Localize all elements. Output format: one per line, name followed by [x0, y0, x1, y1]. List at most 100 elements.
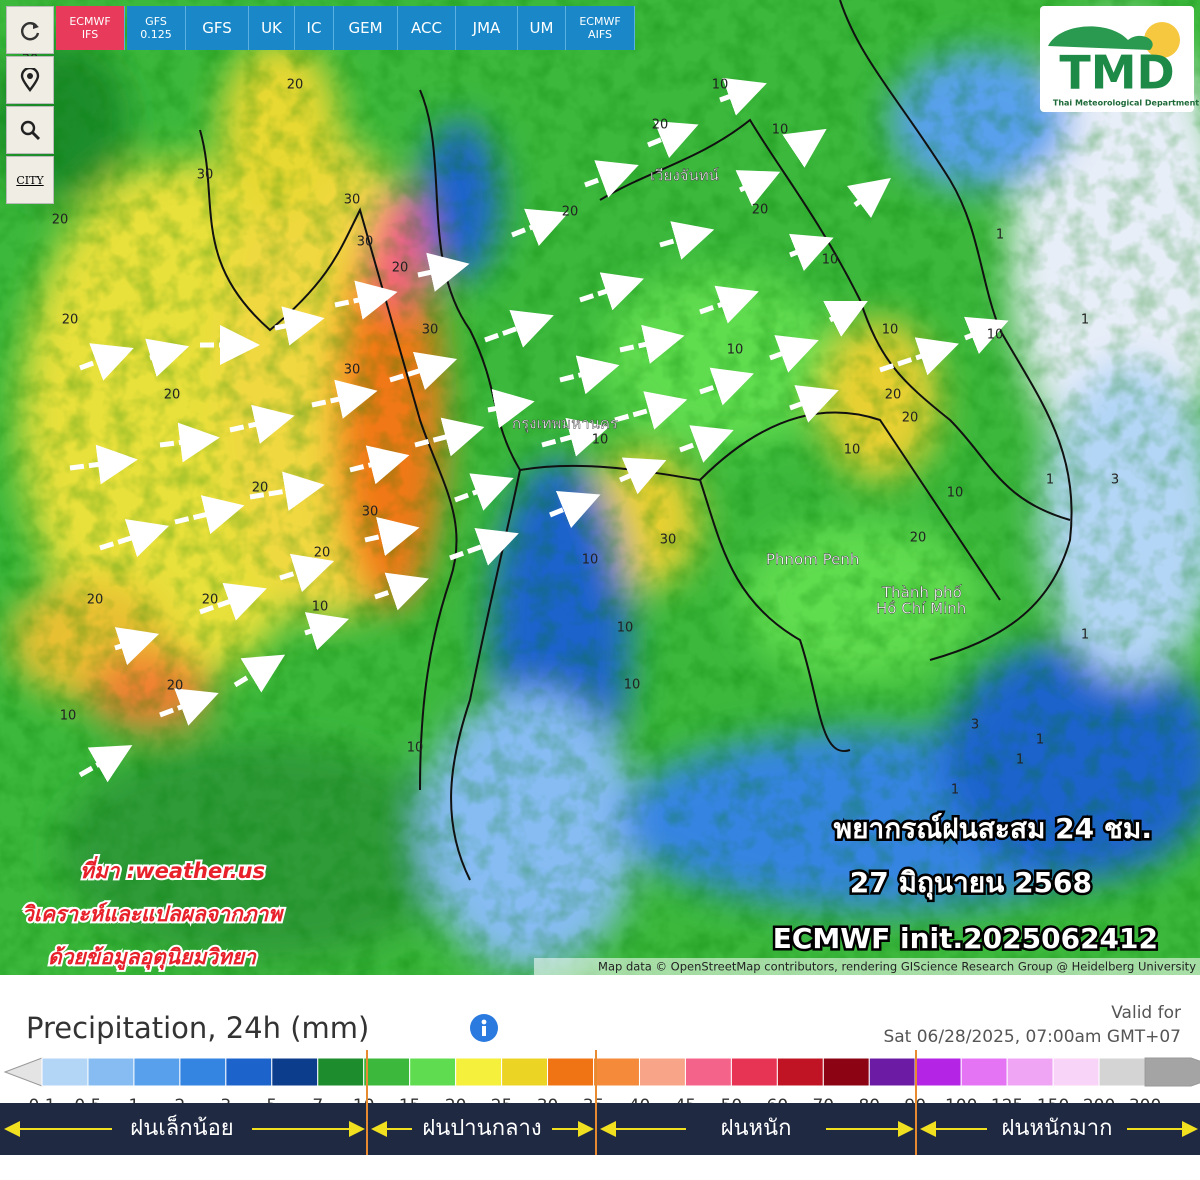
- logo-subtitle: Thai Meteorological Department: [1053, 99, 1199, 108]
- location-button[interactable]: [6, 56, 54, 104]
- wind-arrow: [789, 233, 834, 271]
- legend-panel: Precipitation, 24h (mm) Valid for Sat 06…: [0, 975, 1200, 1180]
- contour-label: 30: [344, 363, 361, 378]
- wind-arrow: [964, 316, 1009, 354]
- model-name: ACC: [411, 18, 442, 37]
- contour-label: 10: [772, 123, 789, 138]
- city-button[interactable]: CITY: [6, 156, 54, 204]
- contour-label: 20: [562, 205, 579, 220]
- wind-arrow: [374, 572, 429, 611]
- contour-label: 10: [582, 553, 599, 568]
- wind-arrow: [719, 77, 767, 116]
- wind-arrow: [78, 745, 133, 783]
- wind-arrow: [782, 128, 827, 168]
- wind-arrow: [823, 301, 868, 337]
- contour-label: 10: [592, 433, 609, 448]
- model-button[interactable]: UM: [518, 6, 566, 50]
- scale-swatch: [1052, 1057, 1100, 1087]
- scale-swatch: [225, 1057, 273, 1087]
- scale-swatch: [363, 1057, 411, 1087]
- scale-swatch: [822, 1057, 870, 1087]
- contour-label: 20: [164, 388, 181, 403]
- contour-label: 20: [752, 203, 769, 218]
- contour-label: 20: [62, 313, 79, 328]
- overlay-title: พยากรณ์ฝนสะสม 24 ชม.: [834, 812, 1152, 845]
- contour-label: 1: [1081, 313, 1089, 328]
- info-icon[interactable]: [468, 1014, 502, 1048]
- wind-arrow: [364, 516, 420, 556]
- wind-arrow: [484, 309, 554, 348]
- wind-arrows: [69, 77, 1009, 783]
- wind-arrow: [145, 338, 190, 377]
- contour-label: 10: [882, 323, 899, 338]
- icon: [21, 22, 40, 41]
- contour-label: 30: [422, 323, 439, 338]
- wind-arrow: [847, 178, 891, 218]
- contour-label: 20: [52, 213, 69, 228]
- scale-end: [3, 1057, 43, 1087]
- scale-swatch: [133, 1057, 181, 1087]
- wind-arrow: [159, 422, 220, 463]
- contour-labels: 3020203020303030302020302020203020201020…: [12, 53, 1119, 798]
- model-button[interactable]: IC: [295, 6, 334, 50]
- refresh-button[interactable]: [6, 6, 54, 54]
- contour-label: 3: [971, 718, 979, 733]
- contour-label: 20: [910, 531, 927, 546]
- model-name: IC: [306, 18, 322, 37]
- model-button[interactable]: JMA: [456, 6, 518, 50]
- contour-label: 10: [617, 621, 634, 636]
- wind-arrow: [789, 385, 839, 423]
- wind-arrow: [559, 355, 620, 395]
- attribution-bg: [534, 958, 1200, 975]
- scale-swatch: [501, 1057, 549, 1087]
- wind-arrow: [417, 252, 470, 292]
- contour-label: 20: [314, 546, 331, 561]
- icon: [20, 120, 41, 141]
- contour-label: 1: [1046, 473, 1054, 488]
- icon: [20, 68, 40, 92]
- scale-swatch: [1098, 1057, 1146, 1087]
- scale-swatch: [638, 1057, 686, 1087]
- wind-arrow: [549, 490, 601, 529]
- model-button[interactable]: GFS 0.125: [127, 6, 186, 50]
- valid-time: Sat 06/28/2025, 07:00am GMT+07: [883, 1027, 1181, 1047]
- contour-label: 30: [197, 168, 214, 183]
- model-button[interactable]: ECMWF AIFS: [566, 6, 635, 50]
- wind-arrow: [159, 688, 219, 726]
- source-line: วิเคราะห์และแปลผลจากภาพ: [22, 902, 284, 926]
- logo-title: TMD: [1059, 46, 1174, 100]
- wind-arrow: [619, 457, 667, 495]
- model-button[interactable]: ACC: [398, 6, 456, 50]
- scale-swatch: [179, 1057, 227, 1087]
- wind-arrow: [769, 335, 819, 373]
- wind-arrow: [699, 285, 759, 324]
- wind-arrow: [274, 306, 325, 346]
- scale-swatch: [455, 1057, 503, 1087]
- scale-swatch: [684, 1057, 732, 1087]
- model-button[interactable]: UK: [249, 6, 295, 50]
- model-button[interactable]: ECMWF IFS: [56, 6, 125, 50]
- model-button[interactable]: GFS: [186, 6, 249, 50]
- wind-arrow: [579, 272, 644, 311]
- contour-label: 20: [252, 481, 269, 496]
- contour-label: 1: [1081, 628, 1089, 643]
- model-name: ECMWF: [69, 15, 111, 28]
- model-button[interactable]: GEM: [334, 6, 398, 50]
- scale-swatch: [914, 1057, 962, 1087]
- model-variant: AIFS: [588, 28, 612, 41]
- model-name: GEM: [348, 18, 383, 37]
- zoom-button[interactable]: [6, 106, 54, 154]
- overlay-init: ECMWF init.2025062412: [773, 922, 1158, 955]
- contour-label: 10: [947, 486, 964, 501]
- class-label: ฝนปานกลาง: [422, 1116, 541, 1141]
- attribution: Map data © OpenStreetMap contributors, r…: [598, 960, 1196, 974]
- place-labels: เวียงจันทน์ กรุงเทพมหานคร Phnom Penh Thà…: [512, 166, 967, 618]
- wind-arrow: [334, 280, 398, 320]
- place-label: Hồ Chí Minh: [876, 600, 966, 618]
- scale-swatch: [593, 1057, 640, 1087]
- wind-arrow: [279, 553, 335, 593]
- scale-swatch: [776, 1057, 824, 1087]
- contour-label: 20: [392, 261, 409, 276]
- model-name: ECMWF: [579, 15, 621, 28]
